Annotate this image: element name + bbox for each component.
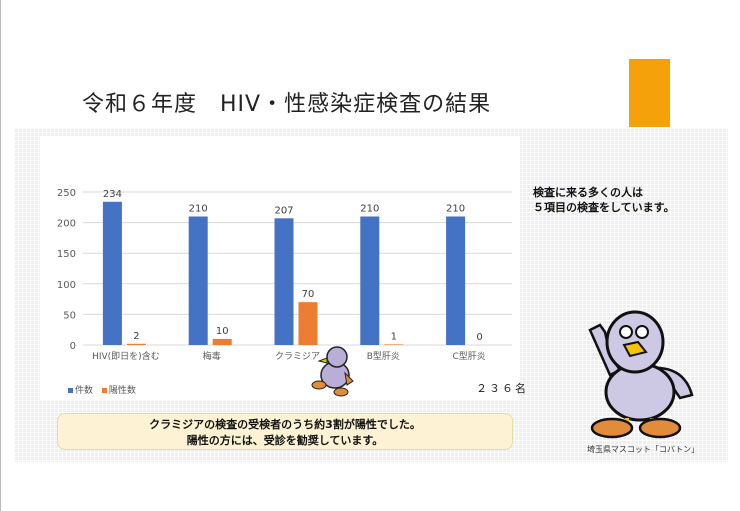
note-line-1: 検査に来る多くの人は: [533, 186, 643, 199]
data-label: 207: [274, 205, 293, 216]
mascot-kobaton-small: [311, 346, 354, 397]
bar-count: [188, 216, 208, 345]
legend-item-positive: 陽性数: [101, 386, 136, 396]
data-label: 0: [476, 332, 482, 343]
data-label: 210: [189, 203, 208, 214]
bar-count: [274, 218, 294, 345]
result-callout: クラミジアの検査の受検者のうち約3割が陽性でした。 陽性の方には、受診を勧奨して…: [57, 413, 513, 450]
data-label: 2: [133, 331, 139, 342]
mascot-kobaton-large: [588, 310, 694, 439]
y-tick-label: 150: [57, 249, 76, 260]
y-tick-label: 200: [57, 219, 76, 230]
y-tick-label: 100: [57, 280, 76, 291]
x-tick-label: B型肝炎: [367, 351, 400, 362]
data-label: 210: [360, 203, 379, 214]
data-label: 234: [103, 189, 122, 200]
chart-area: 0 50 100 150 200 250 234 2 HIV(即日を)含む 210 10 梅毒 207 7…: [40, 137, 520, 400]
data-label: 1: [391, 331, 397, 342]
total-count: ２３６名: [476, 382, 528, 395]
y-tick-label: 250: [57, 188, 76, 199]
info-note: 検査に来る多くの人は ５項目の検査をしています。: [533, 185, 675, 215]
x-tick-label: 梅毒: [203, 350, 221, 362]
bar-count: [102, 201, 122, 345]
bar-positive: [126, 343, 146, 345]
page-edge: [0, 0, 1, 511]
note-line-2: ５項目の検査をしています。: [533, 201, 675, 214]
bar-positive: [384, 344, 404, 345]
y-tick-label: 50: [63, 310, 76, 321]
data-label: 10: [216, 326, 229, 337]
bar-count: [360, 216, 380, 345]
data-label: 70: [302, 289, 315, 300]
y-tick-label: 0: [70, 341, 76, 352]
legend-item-count: 件数: [68, 386, 93, 396]
accent-block: [629, 59, 670, 127]
chart-legend: 件数 陽性数: [68, 383, 142, 396]
bar-positive: [212, 338, 232, 345]
x-tick-label: HIV(即日を)含む: [92, 350, 160, 362]
bar-count: [446, 216, 466, 345]
page-title: 令和６年度 HIV・性感染症検査の結果: [82, 92, 492, 117]
bar-positive: [298, 302, 318, 345]
x-tick-label: クラミジア: [275, 351, 320, 362]
callout-line-2: 陽性の方には、受診を勧奨しています。: [186, 434, 384, 447]
mascot-caption: 埼玉県マスコット「コバトン」: [587, 445, 700, 454]
callout-line-1: クラミジアの検査の受検者のうち約3割が陽性でした。: [149, 418, 421, 431]
data-label: 210: [446, 203, 465, 214]
x-tick-label: C型肝炎: [452, 351, 485, 362]
